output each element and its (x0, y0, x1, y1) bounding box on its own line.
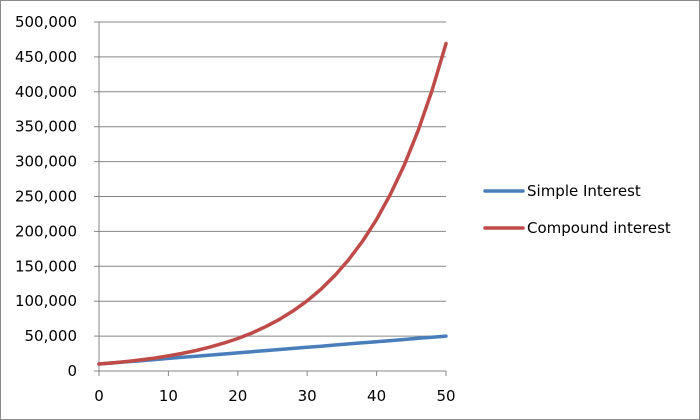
y-tick-label: 150,000 (15, 257, 77, 275)
legend-label-simple-interest: Simple Interest (527, 182, 641, 200)
y-tick-label: 300,000 (15, 153, 77, 171)
series-line-compound-interest (97, 41, 448, 366)
series-lines (97, 41, 448, 366)
gridlines (99, 21, 446, 337)
y-tick-label: 50,000 (25, 327, 78, 345)
x-tick-label: 40 (367, 387, 386, 405)
y-tick-label: 250,000 (15, 188, 77, 206)
y-tick-label: 100,000 (15, 292, 77, 310)
x-tick-label: 0 (94, 387, 104, 405)
y-tick-label: 0 (67, 362, 77, 380)
x-tick-label: 20 (228, 387, 247, 405)
x-tick-label: 10 (159, 387, 178, 405)
legend-label-compound-interest: Compound interest (527, 219, 671, 237)
y-tick-label: 200,000 (15, 222, 77, 240)
y-tick-label: 350,000 (15, 118, 77, 136)
y-tick-label: 400,000 (15, 83, 77, 101)
legend: Simple Interest Compound interest (483, 182, 671, 237)
x-tick-label: 50 (436, 387, 455, 405)
axes: 0 50,000 100,000 150,000 200,000 250,000 300,0… (15, 13, 456, 405)
y-tick-label: 450,000 (15, 48, 77, 66)
x-tick-label: 30 (298, 387, 317, 405)
y-tick-label: 500,000 (15, 13, 77, 31)
